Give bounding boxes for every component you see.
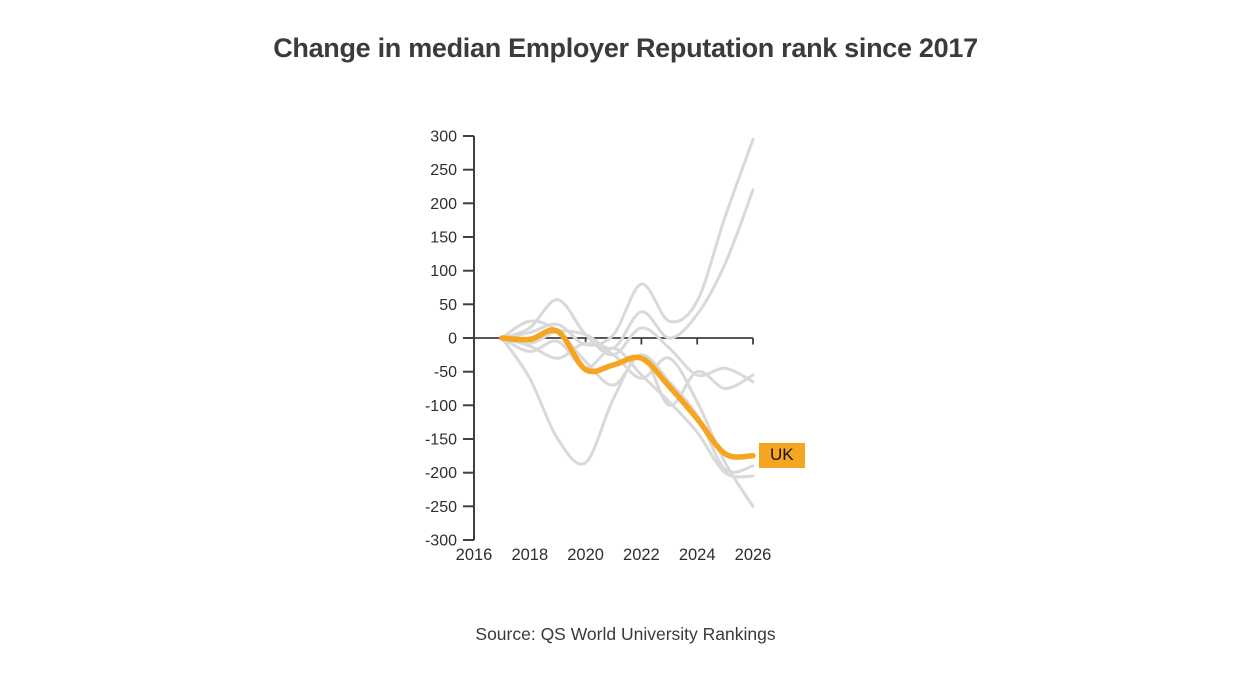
x-axis-tick-label: 2022 bbox=[623, 546, 660, 564]
x-axis-tick-label: 2024 bbox=[679, 546, 716, 564]
y-axis-tick-label: 250 bbox=[430, 162, 457, 179]
y-axis-tick-label: 150 bbox=[430, 230, 457, 247]
x-axis-tick-label: 2016 bbox=[456, 546, 493, 564]
y-axis-tick-label: 300 bbox=[430, 129, 457, 146]
y-axis-tick-label: -200 bbox=[425, 465, 457, 482]
uk-line-series bbox=[499, 327, 756, 460]
other-6-line-series bbox=[500, 319, 755, 474]
other-5-line-series bbox=[500, 298, 755, 384]
y-axis-tick-label: -100 bbox=[425, 398, 457, 415]
y-axis-tick-label: -50 bbox=[434, 364, 457, 381]
y-axis-tick-label: 50 bbox=[439, 297, 457, 314]
other-1-line-series bbox=[500, 137, 755, 347]
y-axis-tick-label: -300 bbox=[425, 533, 457, 550]
y-axis-tick-label: 200 bbox=[430, 196, 457, 213]
source-attribution: Source: QS World University Rankings bbox=[475, 624, 776, 644]
y-axis-tick-label: -250 bbox=[425, 499, 457, 516]
chart-title: Change in median Employer Reputation ran… bbox=[273, 33, 978, 63]
y-axis-tick-label: 100 bbox=[430, 263, 457, 280]
other-2-line-series bbox=[500, 188, 755, 351]
other-4-line-series bbox=[500, 336, 755, 508]
uk-series-badge: UK bbox=[759, 442, 805, 468]
x-axis-tick-label: 2018 bbox=[511, 546, 548, 564]
y-axis-tick-label: -150 bbox=[425, 432, 457, 449]
x-axis-tick-label: 2020 bbox=[567, 546, 604, 564]
x-axis-tick-label: 2026 bbox=[735, 546, 772, 564]
y-axis-tick-label: 0 bbox=[448, 331, 457, 348]
